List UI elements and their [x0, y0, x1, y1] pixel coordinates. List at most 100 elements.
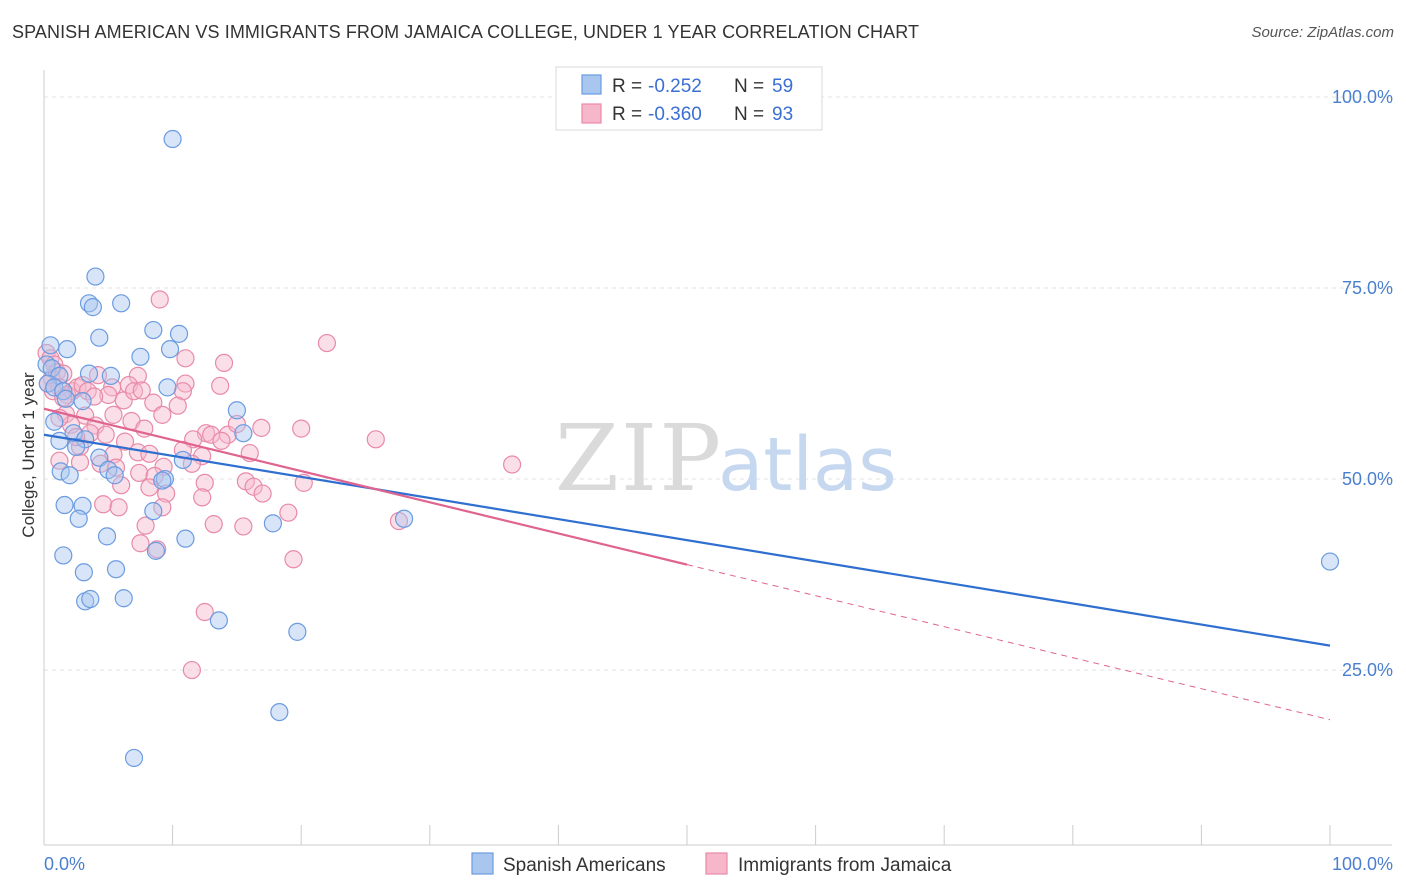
pink-point-42	[292, 419, 311, 438]
blue-point-54	[288, 622, 307, 641]
pink-point-16	[88, 366, 108, 385]
blue-point-37	[153, 471, 172, 490]
blue-point-43	[394, 509, 414, 528]
pink-point-40	[227, 414, 246, 434]
blue-point-56	[124, 748, 144, 768]
blue-point-34	[105, 466, 124, 485]
blue-point-16	[101, 366, 120, 385]
legend-r-label-2: R =	[612, 104, 642, 125]
pink-point-90	[96, 425, 115, 444]
blue-point-24	[45, 412, 64, 431]
blue-point-22	[73, 392, 92, 411]
y-tick-label-1: 50.0%	[1342, 469, 1393, 489]
chart-title: SPANISH AMERICAN VS IMMIGRANTS FROM JAMA…	[12, 22, 920, 42]
blue-point-48	[74, 563, 93, 582]
pink-point-27	[150, 290, 169, 309]
bottom-legend-swatch-pink	[705, 852, 728, 875]
blue-point-4	[83, 298, 102, 317]
pink-point-86	[182, 660, 201, 680]
pink-point-20	[114, 391, 133, 410]
pink-point-81	[136, 516, 155, 535]
legend-n-value-1: 59	[772, 76, 793, 97]
blue-point-10	[131, 347, 150, 366]
chart-source: Source: ZipAtlas.com	[1251, 24, 1394, 41]
pink-point-43	[202, 425, 221, 444]
blue-point-40	[144, 502, 163, 521]
blue-point-31	[173, 450, 192, 470]
trend-lines	[43, 407, 1331, 721]
pink-trend-line-extension	[686, 564, 1331, 721]
blue-point-20	[158, 378, 177, 397]
blue-point-18	[45, 378, 64, 397]
pink-point-26	[176, 349, 195, 368]
legend-n-value-2: 93	[772, 104, 793, 125]
blue-point-46	[54, 546, 73, 565]
pink-point-30	[168, 396, 187, 415]
legend-swatch-blue	[581, 74, 602, 95]
blue-point-6	[169, 324, 189, 343]
watermark-zip: ZIP	[555, 405, 723, 512]
blue-point-29	[234, 424, 253, 443]
pink-point-67	[244, 477, 263, 496]
blue-point-53	[209, 611, 228, 630]
pink-point-79	[204, 515, 223, 534]
pink-point-76	[153, 498, 172, 517]
blue-point-42	[263, 514, 283, 533]
pink-point-65	[195, 473, 214, 492]
pink-point-25	[214, 353, 234, 373]
pink-point-50	[366, 430, 385, 449]
blue-point-15	[79, 364, 99, 383]
blue-point-5	[144, 320, 163, 340]
blue-point-3	[112, 294, 131, 313]
blue-point-45	[176, 529, 195, 548]
pink-point-77	[279, 503, 298, 522]
blue-point-55	[270, 703, 289, 722]
x-tick-label-1: 100.0%	[1332, 854, 1393, 874]
bottom-legend-swatch-blue	[471, 852, 494, 875]
blue-point-11	[160, 340, 180, 359]
legend-swatch-pink	[581, 103, 602, 124]
axes	[43, 70, 1392, 846]
x-tick-label-0: 0.0%	[44, 854, 85, 874]
pink-point-70	[112, 476, 131, 495]
blue-trend-line	[43, 433, 1331, 647]
pink-point-73	[193, 488, 212, 507]
blue-point-32	[51, 462, 70, 481]
pink-point-58	[70, 453, 90, 472]
blue-point-8	[41, 336, 60, 355]
watermark: ZIP atlas	[555, 405, 897, 512]
blue-point-9	[58, 340, 77, 359]
blue-point-51	[81, 589, 100, 609]
blue-point-49	[106, 560, 126, 579]
x-tick-labels: 0.0% 100.0%	[44, 854, 1393, 874]
blue-point-52	[114, 589, 133, 608]
blue-point-44	[97, 527, 117, 546]
pink-point-28	[317, 333, 337, 353]
blue-point-41	[69, 509, 88, 528]
pink-point-34	[104, 405, 123, 424]
pink-point-41	[252, 418, 271, 437]
legend-r-label-1: R =	[612, 76, 642, 97]
pink-point-29	[211, 376, 230, 395]
blue-point-27	[50, 431, 69, 450]
watermark-atlas: atlas	[718, 422, 897, 508]
pink-point-63	[130, 463, 149, 483]
pink-point-87	[503, 455, 522, 474]
legend-r-value-1: -0.252	[648, 76, 702, 97]
bottom-legend-label-pink: Immigrants from Jamaica	[738, 855, 952, 876]
y-tick-labels: 25.0% 50.0% 75.0% 100.0%	[1332, 87, 1393, 680]
y-axis-title: College, Under 1 year	[19, 372, 38, 538]
legend-n-label-1: N =	[734, 76, 764, 97]
blue-point-25	[64, 424, 83, 443]
pink-point-49	[212, 431, 231, 450]
y-tick-label-3: 100.0%	[1332, 87, 1393, 107]
blue-point-0	[163, 129, 182, 149]
blue-point-47	[146, 541, 165, 560]
y-tick-label-0: 25.0%	[1342, 660, 1393, 680]
pink-point-37	[153, 405, 172, 424]
pink-point-21	[144, 393, 163, 412]
blue-point-57	[1320, 552, 1340, 571]
pink-point-84	[284, 550, 303, 569]
pink-point-75	[109, 498, 128, 517]
series-legend: Spanish Americans Immigrants from Jamaic…	[471, 852, 952, 876]
